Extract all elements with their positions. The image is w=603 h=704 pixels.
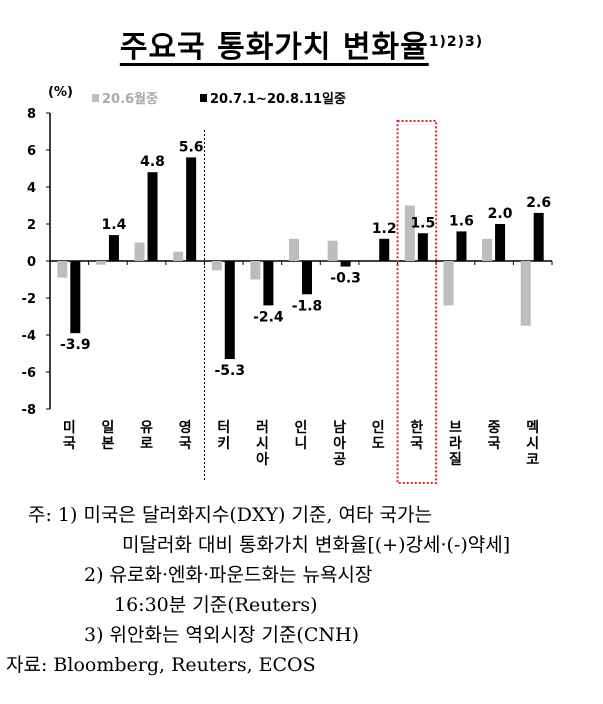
- x-tick-label: 브: [449, 420, 462, 436]
- bar-june: [404, 205, 415, 261]
- legend-label: 20.7.1~20.8.11일중: [210, 92, 346, 107]
- data-label: 4.8: [140, 154, 165, 170]
- data-label: 5.6: [179, 139, 204, 155]
- data-label: 2.6: [526, 195, 551, 211]
- note-2-cont: 16:30분 기준(Reuters): [114, 594, 318, 616]
- x-tick-label: 미: [63, 420, 76, 436]
- bar-jul-aug: [108, 235, 119, 261]
- x-tick-label: 시: [256, 436, 269, 452]
- bar-jul-aug: [379, 238, 390, 261]
- bar-june: [134, 242, 145, 261]
- bar-june: [327, 240, 338, 261]
- bar-june: [173, 251, 184, 261]
- bar-jul-aug: [224, 261, 235, 360]
- x-tick-label: 코: [526, 452, 539, 468]
- bar-june: [482, 238, 493, 261]
- source: 자료: Bloomberg, Reuters, ECOS: [6, 654, 316, 676]
- bar-june: [520, 261, 531, 326]
- x-tick-label: 인: [372, 419, 385, 436]
- x-tick-label: 니: [295, 436, 308, 452]
- x-tick-label: 본: [101, 436, 114, 452]
- bar-jul-aug: [417, 233, 428, 261]
- bar-june: [211, 261, 222, 271]
- x-tick-label: 아: [256, 451, 269, 468]
- x-tick-label: 영: [179, 419, 192, 436]
- x-tick-label: 로: [140, 436, 153, 452]
- y-tick-label: -2: [22, 292, 36, 307]
- x-tick-label: 국: [179, 436, 192, 452]
- x-tick-label: 아: [333, 435, 346, 452]
- bar-june: [289, 238, 299, 261]
- bar-jul-aug: [302, 261, 312, 295]
- y-tick-label: -4: [22, 329, 36, 344]
- data-label: 2.0: [488, 206, 513, 222]
- x-tick-label: 국: [63, 436, 76, 452]
- data-label: 1.5: [410, 215, 435, 231]
- bar-jul-aug: [340, 261, 351, 267]
- bar-jul-aug: [456, 231, 467, 261]
- y-tick-label: -8: [22, 403, 36, 418]
- title-text: 주요국 통화가치 변화율: [119, 30, 429, 65]
- bar-jul-aug: [147, 172, 158, 261]
- y-tick-label: 6: [27, 144, 36, 159]
- bar-jul-aug: [263, 261, 274, 306]
- bar-jul-aug: [495, 224, 506, 261]
- x-tick-label: 멕: [526, 419, 539, 436]
- bar-chart: (%) 20.6월중 20.7.1~20.8.11일중 8 6 4 2 0 -2 -4 -6 -8 -3…: [22, 85, 553, 484]
- title-footnote: 1)2)3): [428, 34, 484, 50]
- x-tick-label: 공: [333, 452, 346, 468]
- x-tick-label: 키: [217, 436, 230, 452]
- x-tick-label: 한: [410, 420, 423, 436]
- bar-june: [95, 261, 106, 265]
- chart-title: 주요국 통화가치 변화율1)2)3): [0, 22, 603, 66]
- x-tick-label: 도: [372, 436, 385, 452]
- legend-swatch: [200, 94, 207, 102]
- x-tick-label: 인: [295, 419, 308, 436]
- x-tick-label: 남: [333, 419, 346, 436]
- x-tick-label: 시: [526, 436, 539, 452]
- note-2: 2) 유로화·엔화·파운드화는 뉴욕시장: [84, 564, 373, 586]
- bar-jul-aug: [186, 157, 197, 261]
- bar-june: [443, 261, 454, 306]
- data-label: 1.4: [102, 217, 127, 233]
- data-label: 1.6: [449, 213, 474, 229]
- note-1: 주: 1) 미국은 달러화지수(DXY) 기준, 여타 국가는: [28, 504, 432, 526]
- data-label: -0.3: [330, 271, 361, 287]
- bar-jul-aug: [70, 261, 81, 334]
- y-tick-label: 8: [27, 107, 36, 122]
- data-label: -1.8: [292, 298, 323, 314]
- bar-june: [57, 261, 68, 278]
- x-tick-label: 일: [101, 420, 114, 436]
- note-3: 3) 위안화는 역외시장 기준(CNH): [84, 624, 359, 646]
- legend-label: 20.6월중: [102, 91, 158, 107]
- bar-jul-aug: [533, 212, 544, 261]
- bar-june: [250, 261, 261, 280]
- x-tick-label: 유: [140, 420, 153, 436]
- x-tick-label: 터: [217, 420, 230, 436]
- x-tick-label: 러: [256, 420, 269, 436]
- y-tick-label: -6: [22, 366, 36, 381]
- y-tick-label: 0: [27, 255, 36, 270]
- x-tick-label: 질: [449, 452, 462, 468]
- note-1-cont: 미달러화 대비 통화가치 변화율[(+)강세·(-)약세]: [122, 534, 511, 556]
- legend-swatch: [92, 94, 99, 102]
- x-tick-label: 국: [410, 436, 423, 452]
- data-label: -5.3: [214, 363, 245, 379]
- x-tick-label: 중: [488, 420, 501, 436]
- y-tick-label: 4: [27, 181, 36, 196]
- y-tick-label: 2: [27, 218, 36, 233]
- data-label: -3.9: [60, 337, 91, 353]
- highlight-box: [396, 120, 438, 484]
- y-axis-label: (%): [48, 85, 73, 100]
- x-tick-label: 국: [488, 436, 501, 452]
- x-tick-label: 라: [449, 436, 462, 452]
- data-label: 1.2: [372, 221, 397, 237]
- data-label: -2.4: [253, 309, 284, 325]
